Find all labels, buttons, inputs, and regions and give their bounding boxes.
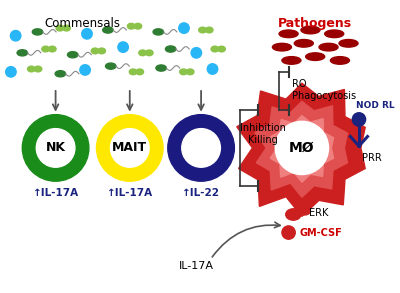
Polygon shape xyxy=(237,83,365,217)
Circle shape xyxy=(352,113,366,126)
Ellipse shape xyxy=(129,69,137,75)
Ellipse shape xyxy=(330,57,350,64)
Ellipse shape xyxy=(218,46,225,52)
Ellipse shape xyxy=(103,27,113,33)
Ellipse shape xyxy=(32,29,43,35)
Ellipse shape xyxy=(319,43,338,51)
Ellipse shape xyxy=(68,52,78,58)
Circle shape xyxy=(179,23,189,33)
Ellipse shape xyxy=(279,30,298,38)
Ellipse shape xyxy=(28,66,35,72)
Text: ↑IL-22: ↑IL-22 xyxy=(182,188,220,198)
Circle shape xyxy=(22,115,89,181)
Ellipse shape xyxy=(286,209,301,220)
Text: Inhibition
Killing: Inhibition Killing xyxy=(240,123,286,145)
Ellipse shape xyxy=(211,46,219,52)
Circle shape xyxy=(282,226,295,239)
Ellipse shape xyxy=(146,50,153,56)
Circle shape xyxy=(191,47,202,58)
Ellipse shape xyxy=(55,71,66,77)
Circle shape xyxy=(36,129,75,167)
Ellipse shape xyxy=(56,25,64,31)
Circle shape xyxy=(118,42,128,52)
Ellipse shape xyxy=(63,25,70,31)
Text: MAIT: MAIT xyxy=(112,142,147,154)
Circle shape xyxy=(6,67,16,77)
Ellipse shape xyxy=(106,63,116,69)
Ellipse shape xyxy=(166,46,176,52)
Ellipse shape xyxy=(294,40,313,47)
Text: IL-17A: IL-17A xyxy=(179,261,214,271)
Ellipse shape xyxy=(17,50,28,56)
Ellipse shape xyxy=(282,57,301,64)
Text: ↑IL-17A: ↑IL-17A xyxy=(32,188,79,198)
Ellipse shape xyxy=(34,66,42,72)
Text: ↑IL-17A: ↑IL-17A xyxy=(107,188,153,198)
Circle shape xyxy=(168,115,234,181)
Text: NOD RL: NOD RL xyxy=(356,101,395,110)
Text: MØ: MØ xyxy=(289,141,315,155)
Ellipse shape xyxy=(186,69,194,75)
Ellipse shape xyxy=(199,27,206,33)
Polygon shape xyxy=(269,116,334,182)
Ellipse shape xyxy=(127,23,135,29)
Ellipse shape xyxy=(42,46,50,52)
Ellipse shape xyxy=(136,69,144,75)
Text: ILC3: ILC3 xyxy=(186,142,216,154)
Circle shape xyxy=(207,64,218,74)
Text: Commensals: Commensals xyxy=(44,17,120,30)
Circle shape xyxy=(110,129,149,167)
Ellipse shape xyxy=(91,48,99,54)
Circle shape xyxy=(275,121,328,175)
Ellipse shape xyxy=(156,65,166,71)
Text: PRR: PRR xyxy=(362,153,382,163)
Ellipse shape xyxy=(205,27,213,33)
Circle shape xyxy=(82,29,92,39)
Ellipse shape xyxy=(139,50,146,56)
Circle shape xyxy=(182,129,220,167)
Ellipse shape xyxy=(339,40,358,47)
Ellipse shape xyxy=(98,48,106,54)
Text: Pathogens: Pathogens xyxy=(278,17,352,30)
Ellipse shape xyxy=(299,206,310,215)
Ellipse shape xyxy=(272,43,292,51)
Polygon shape xyxy=(255,101,348,197)
Ellipse shape xyxy=(325,30,344,38)
Ellipse shape xyxy=(301,26,320,34)
Text: ERK: ERK xyxy=(308,208,328,218)
Ellipse shape xyxy=(134,23,142,29)
Ellipse shape xyxy=(153,29,164,35)
Ellipse shape xyxy=(180,69,187,75)
Circle shape xyxy=(80,65,90,75)
Text: GM-CSF: GM-CSF xyxy=(299,228,342,238)
Ellipse shape xyxy=(48,46,56,52)
Circle shape xyxy=(10,30,21,41)
Text: RO
Phagocytosis: RO Phagocytosis xyxy=(292,79,356,101)
Circle shape xyxy=(96,115,163,181)
Text: NK: NK xyxy=(46,142,66,154)
Ellipse shape xyxy=(306,53,325,60)
